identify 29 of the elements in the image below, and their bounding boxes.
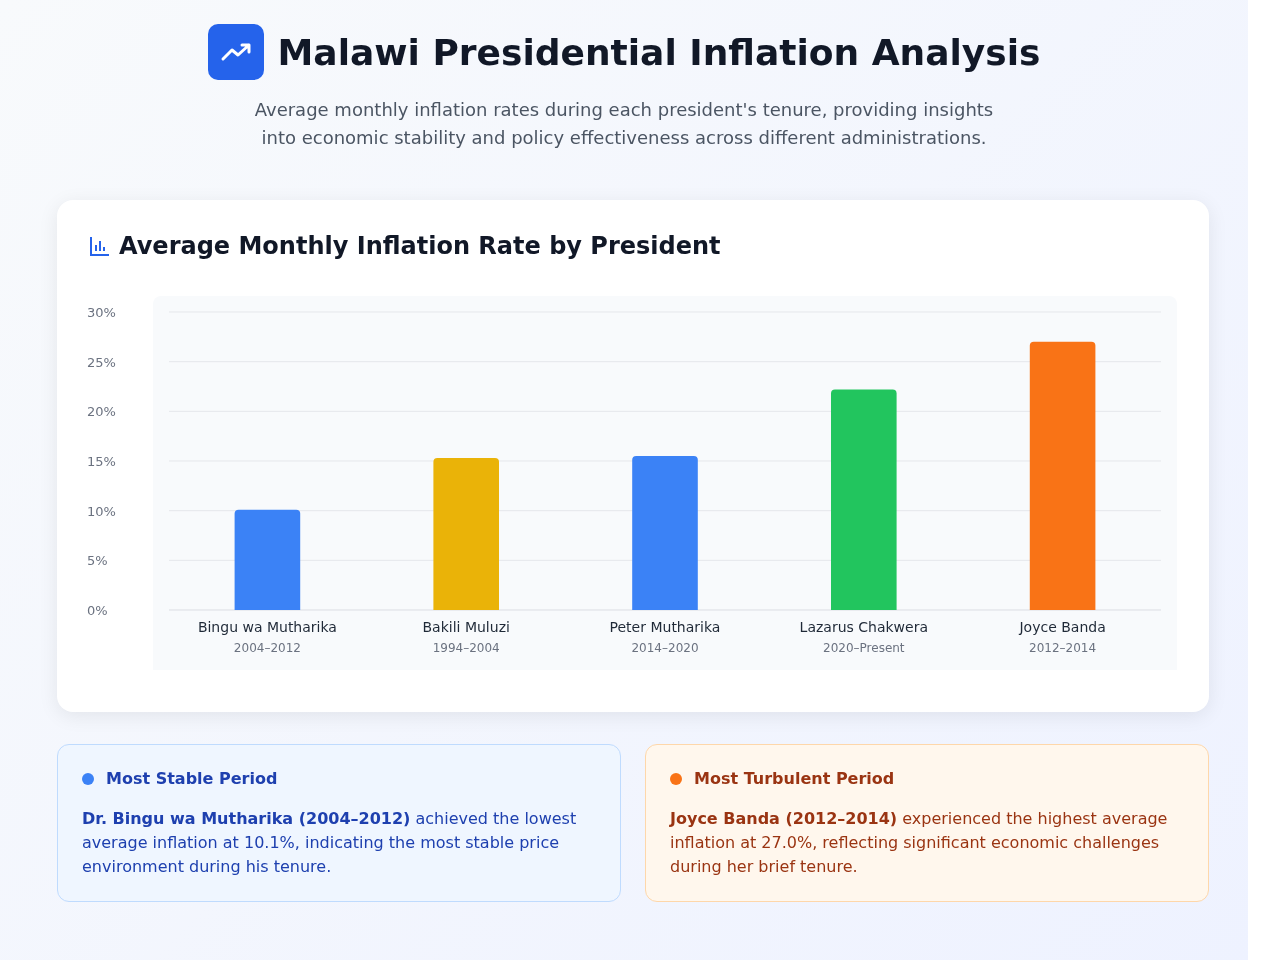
y-tick-label: 10% — [87, 503, 116, 519]
text: 1994–2004 — [432, 641, 500, 655]
text: Average Monthly Inflation Rate by President — [119, 232, 721, 260]
text: Most Turbulent Period — [694, 768, 895, 790]
x-tick-label: Bingu wa Mutharika — [197, 619, 337, 635]
y-tick-label: 5% — [87, 553, 108, 569]
y-tick-label: 20% — [87, 404, 116, 420]
y-tick-label: 15% — [87, 454, 116, 469]
text: Most Stable Period — [106, 768, 278, 790]
text: Dr. Bingu wa Mutharika (2004–2012) — [82, 809, 411, 828]
x-tick-label: Lazarus Chakwera — [799, 619, 929, 635]
bar — [632, 456, 698, 610]
bar — [234, 509, 301, 610]
y-tick-label: 0% — [87, 603, 108, 618]
bar — [433, 458, 499, 610]
y-tick-label: 25% — [87, 354, 116, 370]
text: 2012–2014 — [1029, 641, 1097, 655]
chart-title: Malawi Presidential Inflation Analysis — [277, 31, 1041, 73]
y-tick-label: 30% — [87, 305, 116, 320]
chart-subtitle: Average monthly inflation rates during each president's tenure, providing insights into economic stability and policy effectiveness across different administrations. — [253, 98, 995, 150]
text: Joyce Banda (2012–2014) — [670, 809, 898, 828]
text: 2020–Present — [823, 641, 905, 655]
x-tick-label: Bakili Muluzi — [422, 619, 510, 635]
text: 2014–2020 — [631, 641, 699, 655]
bar — [1029, 341, 1096, 610]
x-tick-label: Joyce Banda — [1018, 619, 1106, 635]
bar — [831, 389, 897, 610]
text: 2004–2012 — [233, 641, 301, 655]
x-tick-label: Peter Mutharika — [609, 619, 721, 635]
